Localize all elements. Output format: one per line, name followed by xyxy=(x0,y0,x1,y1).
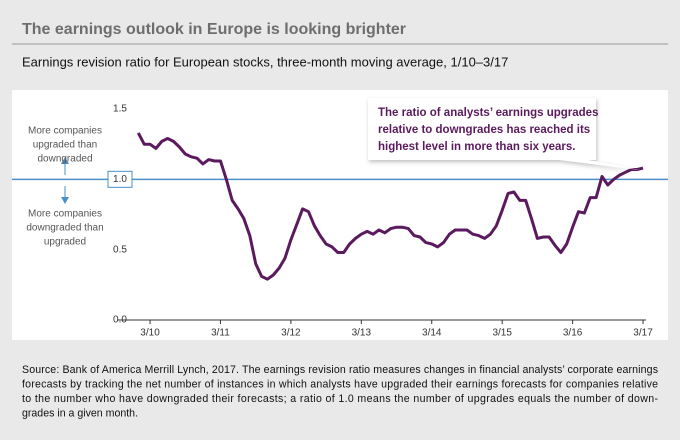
y-tick-label: 1.5 xyxy=(113,104,127,115)
callout-box xyxy=(368,98,640,170)
annotation-down: downgraded than xyxy=(26,223,103,234)
series-line xyxy=(136,132,644,281)
arrow-up-head xyxy=(61,157,69,164)
x-tick-label: 3/12 xyxy=(281,328,301,339)
x-tick-label: 3/14 xyxy=(422,328,442,339)
y-tick-label: 0.5 xyxy=(113,244,127,255)
y-tick-label: 1.0 xyxy=(113,174,127,185)
x-tick-label: 3/17 xyxy=(633,328,653,339)
annotation-up: More companies xyxy=(28,126,102,137)
callout xyxy=(368,98,640,170)
callout-text: The ratio of analysts’ earnings upgrades xyxy=(378,107,598,119)
annotation-down: More companies xyxy=(28,209,102,220)
x-tick-label: 3/15 xyxy=(492,328,512,339)
x-tick-label: 3/16 xyxy=(563,328,583,339)
source-note: forecasts by tracking the net number of … xyxy=(22,378,658,390)
annotation-up: downgraded xyxy=(37,154,92,165)
source-note: grades in a given month. xyxy=(22,407,138,419)
arrow-down-head xyxy=(61,197,69,204)
chart-title: The earnings outlook in Europe is lookin… xyxy=(22,21,406,38)
annotation-up: upgraded than xyxy=(33,140,98,151)
callout-text: relative to downgrades has reached its xyxy=(378,124,590,136)
x-tick-label: 3/10 xyxy=(140,328,160,339)
x-tick-label: 3/11 xyxy=(211,328,230,339)
annotation-down: upgraded xyxy=(44,237,86,248)
chart-subtitle: Earnings revision ratio for European sto… xyxy=(22,54,508,69)
tick-label-box xyxy=(107,170,133,188)
source-note: Source: Bank of America Merrill Lynch, 2… xyxy=(22,364,658,376)
x-tick-label: 3/13 xyxy=(352,328,372,339)
source-note: to the number who have downgraded their … xyxy=(22,393,658,405)
callout-text: highest level in more than six years. xyxy=(378,141,576,153)
